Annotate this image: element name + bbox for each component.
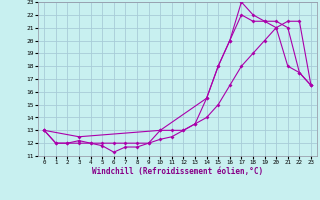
X-axis label: Windchill (Refroidissement éolien,°C): Windchill (Refroidissement éolien,°C): [92, 167, 263, 176]
